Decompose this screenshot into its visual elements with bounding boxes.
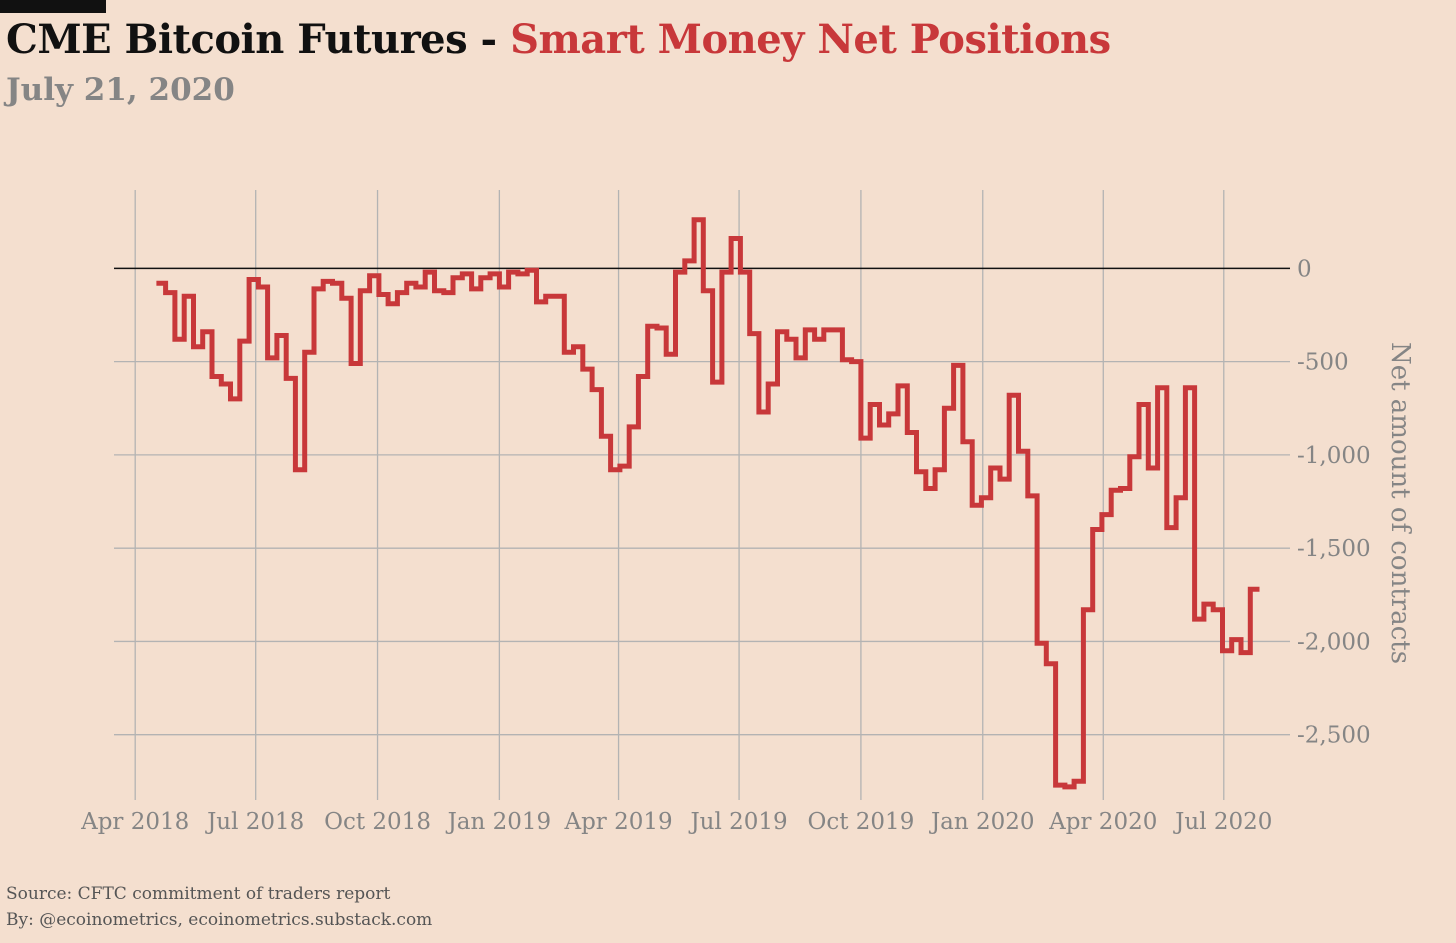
y-tick-label: 0 [1297,256,1312,282]
x-tick-label: Jul 2018 [205,809,304,835]
series-group [156,220,1259,787]
x-tick-label: Oct 2018 [324,809,431,835]
x-tick-label: Oct 2019 [808,809,915,835]
y-tick-label: -1,500 [1297,536,1371,562]
x-axis-ticks: Apr 2018 Jul 2018 Oct 2018 Jan 2019 Apr 2019… [80,809,1272,835]
y-axis-ticks: 0 -500 -1,000 -1,500 -2,000 -2,500 [1297,256,1371,748]
y-tick-label: -2,000 [1297,629,1371,655]
x-tick-label: Jul 2020 [1173,809,1272,835]
x-tick-label: Jan 2020 [929,809,1035,835]
y-tick-label: -1,000 [1297,443,1371,469]
y-tick-label: -2,500 [1297,723,1371,749]
footer-byline: By: @ecoinometrics, ecoinometrics.substa… [6,910,432,930]
x-tick-label: Apr 2020 [1048,809,1157,835]
x-tick-label: Jul 2019 [688,809,787,835]
series-step-line [156,220,1259,787]
y-axis-label: Net amount of contracts [1385,342,1415,664]
x-tick-label: Jan 2019 [446,809,552,835]
footer-source: Source: CFTC commitment of traders repor… [6,884,390,904]
chart-canvas: Apr 2018 Jul 2018 Oct 2018 Jan 2019 Apr 2019… [0,0,1456,943]
x-tick-label: Apr 2019 [563,809,672,835]
x-tick-label: Apr 2018 [80,809,189,835]
y-tick-label: -500 [1297,350,1349,376]
